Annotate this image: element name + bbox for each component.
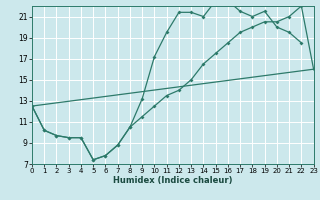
X-axis label: Humidex (Indice chaleur): Humidex (Indice chaleur) [113, 176, 233, 185]
